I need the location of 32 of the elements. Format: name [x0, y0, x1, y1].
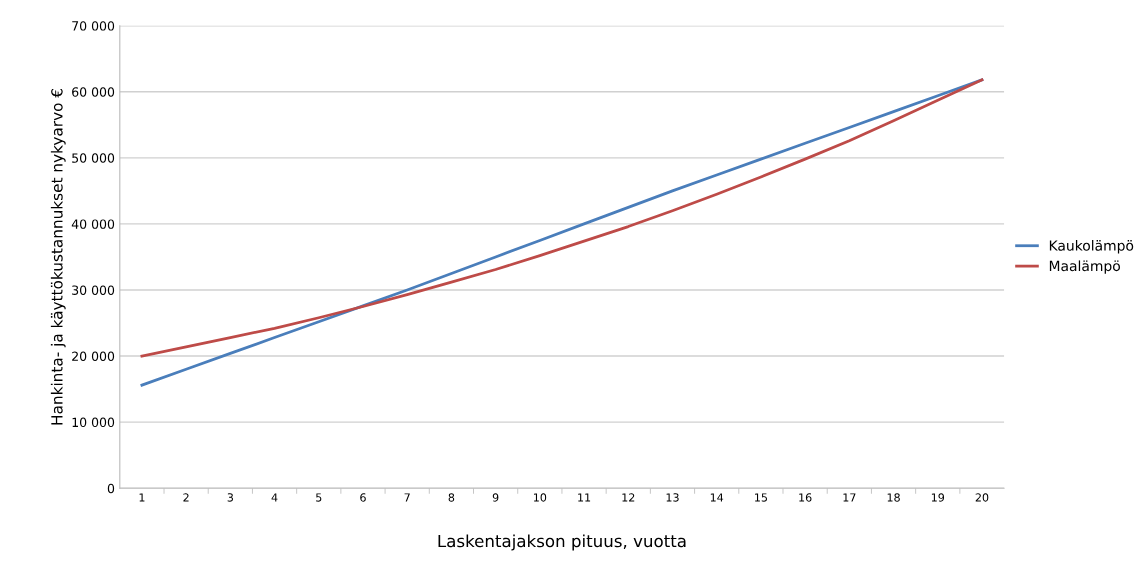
x-tick-label: 9 [492, 493, 499, 502]
x-tick-label: 16 [799, 493, 812, 502]
legend-label: Kaukolämpö [1049, 240, 1134, 254]
x-tick-label: 12 [622, 493, 635, 502]
y-tick-label: 10 000 [72, 417, 115, 428]
x-tick-label: 8 [448, 493, 455, 502]
x-tick-label: 18 [887, 493, 900, 502]
y-tick-label: 20 000 [72, 351, 115, 361]
x-tick-label: 4 [271, 493, 278, 502]
y-tick-label: 0 [107, 483, 115, 494]
x-tick-label: 6 [360, 493, 366, 502]
x-tick-label: 2 [183, 493, 189, 502]
x-tick-label: 17 [843, 493, 856, 502]
x-tick-label: 15 [755, 493, 767, 502]
x-tick-label: 5 [316, 493, 322, 502]
x-tick-label: 3 [227, 493, 233, 502]
y-tick-label: 70 000 [72, 21, 115, 31]
x-axis-title: Laskentajakson pituus, vuotta [438, 534, 686, 551]
x-tick-label: 10 [533, 493, 547, 502]
legend-label: Maalämpö [1049, 260, 1120, 274]
x-tick-label: 13 [666, 493, 679, 502]
y-tick-label: 30 000 [72, 285, 115, 295]
x-tick-label: 20 [975, 493, 989, 502]
x-tick-label: 7 [404, 493, 410, 502]
y-tick-label: 50 000 [72, 153, 115, 163]
x-tick-label: 11 [578, 493, 591, 502]
y-axis-title: Hankinta- ja käyttökustannukset nykyarvo € [50, 88, 66, 425]
x-tick-label: 1 [139, 493, 145, 502]
x-tick-label: 14 [710, 493, 724, 502]
y-tick-label: 60 000 [72, 87, 115, 97]
x-tick-label: 19 [931, 493, 945, 502]
y-tick-label: 40 000 [71, 219, 115, 229]
